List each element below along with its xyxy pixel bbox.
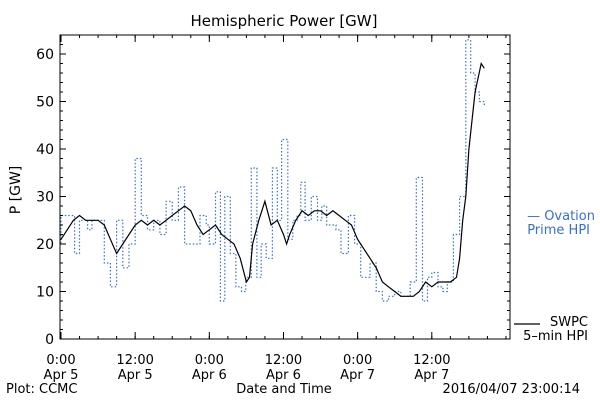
y-axis-label: P [GW] — [8, 166, 24, 215]
x-tick-label-time: 0:00 — [343, 353, 372, 368]
y-tick-label: 10 — [36, 285, 54, 301]
x-tick-label-time: 0:00 — [46, 353, 75, 368]
x-tick-label-date: Apr 7 — [340, 368, 375, 383]
x-tick-label-time: 12:00 — [265, 353, 302, 368]
plot-frame — [59, 34, 511, 340]
legend-ovation-line2: Prime HPI — [527, 223, 590, 238]
y-tick-label: 30 — [36, 190, 54, 206]
x-tick-label-date: Apr 5 — [44, 368, 79, 383]
y-tick-label: 60 — [36, 47, 54, 63]
x-tick-label-time: 12:00 — [116, 353, 153, 368]
x-axis-label: Date and Time — [236, 382, 332, 397]
legend-swpc-line1: SWPC — [550, 315, 588, 330]
series-line-swpc — [60, 61, 485, 297]
series-line-ovation — [60, 39, 485, 302]
y-tick-label: 50 — [36, 95, 54, 111]
x-tick-label-date: Apr 6 — [266, 368, 301, 383]
x-tick-label-date: Apr 7 — [414, 368, 449, 383]
x-tick-label-date: Apr 6 — [192, 368, 227, 383]
x-tick-label-date: Apr 5 — [118, 368, 153, 383]
y-tick-label: 20 — [36, 237, 54, 253]
legend-swpc-line2: 5–min HPI — [523, 329, 588, 344]
y-tick-label: 0 — [45, 332, 54, 348]
timestamp: 2016/04/07 23:00:14 — [443, 382, 580, 397]
x-tick-label-time: 12:00 — [413, 353, 450, 368]
y-tick-label: 40 — [36, 142, 54, 158]
chart-title: Hemispheric Power [GW] — [191, 12, 378, 30]
plot-credit: Plot: CCMC — [6, 382, 77, 397]
legend-ovation-line1: — Ovation — [527, 209, 595, 224]
x-tick-label-time: 0:00 — [195, 353, 224, 368]
